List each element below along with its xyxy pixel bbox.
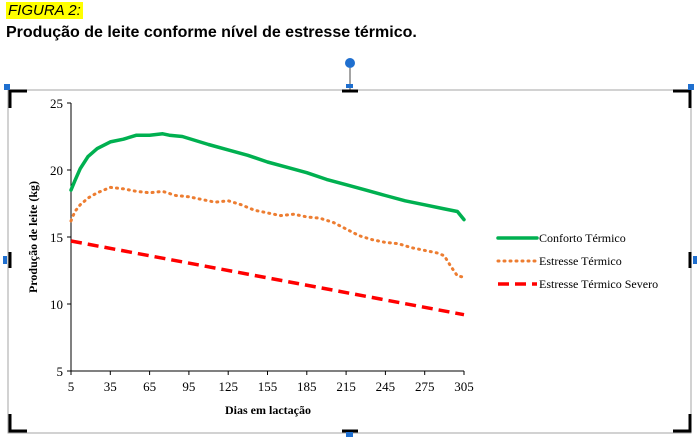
- crop-handle-top-left[interactable]: [8, 89, 27, 108]
- x-tick-label: 215: [336, 379, 356, 394]
- x-tick-label: 95: [182, 379, 195, 394]
- x-tick-label: 65: [143, 379, 156, 394]
- y-ticks: 5 10 15 20 25: [50, 96, 71, 379]
- resize-handle-right[interactable]: [693, 256, 697, 264]
- series-layer: [69, 132, 466, 317]
- x-tick-label: 125: [218, 379, 238, 394]
- y-tick-label: 25: [50, 96, 63, 111]
- x-ticks: 5 35 65 95 125 155 185 215 245 275 305: [68, 371, 474, 394]
- legend: Conforto Térmico Estresse Térmico Estresse…: [496, 231, 658, 291]
- y-tick-label: 20: [50, 163, 63, 178]
- y-tick-label: 5: [57, 364, 64, 379]
- resize-handle-top[interactable]: [346, 84, 353, 88]
- crop-handle-top-right[interactable]: [673, 89, 692, 108]
- legend-label: Estresse Térmico Severo: [539, 277, 658, 291]
- resize-handle-top-left[interactable]: [4, 84, 10, 90]
- x-tick-label: 305: [454, 379, 474, 394]
- x-tick-label: 245: [376, 379, 396, 394]
- crop-handle-bottom-right[interactable]: [673, 414, 692, 433]
- x-tick-label: 275: [415, 379, 435, 394]
- resize-handle-top-right[interactable]: [688, 84, 694, 90]
- series-conforto-termico-line: [69, 132, 466, 222]
- x-tick-label: 185: [297, 379, 317, 394]
- figure-title: Produção de leite conforme nível de estr…: [6, 24, 417, 41]
- figure-label: FIGURA 2:: [6, 2, 83, 19]
- crop-handle-bottom-left[interactable]: [8, 414, 27, 433]
- rotation-handle[interactable]: [345, 58, 355, 68]
- series-estresse-termico-line: [69, 185, 466, 279]
- legend-label: Conforto Térmico: [539, 231, 626, 245]
- x-tick-label: 155: [258, 379, 278, 394]
- series-estresse-termico-severo-line: [70, 239, 465, 317]
- x-tick-label: 35: [104, 379, 117, 394]
- resize-handle-bottom[interactable]: [346, 432, 353, 437]
- y-tick-label: 15: [50, 230, 63, 245]
- x-axis-label: Dias em lactação: [225, 403, 311, 417]
- y-tick-label: 10: [50, 297, 63, 312]
- legend-label: Estresse Térmico: [539, 254, 622, 268]
- resize-handle-left[interactable]: [3, 256, 7, 264]
- x-tick-label: 5: [68, 379, 75, 394]
- y-axis-label: Produção de leite (kg): [26, 181, 40, 293]
